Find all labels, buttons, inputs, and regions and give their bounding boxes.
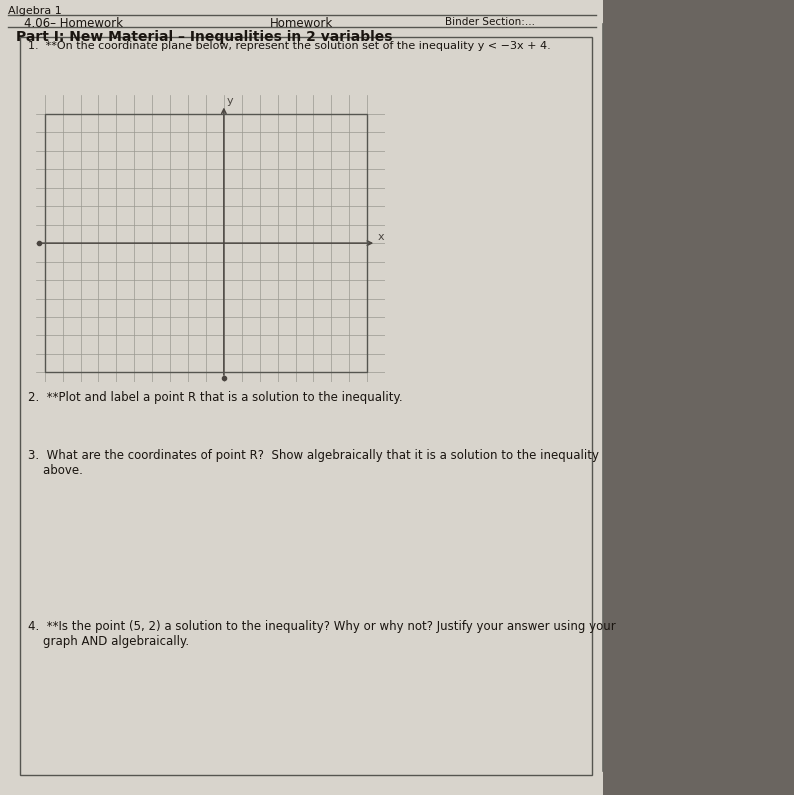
Text: x: x	[378, 232, 384, 242]
Text: 4.06– Homework: 4.06– Homework	[24, 17, 123, 30]
Text: y: y	[226, 95, 233, 106]
Text: 1.  **On the coordinate plane below, represent the solution set of the inequalit: 1. **On the coordinate plane below, repr…	[28, 41, 550, 52]
Text: 3.  What are the coordinates of point R?  Show algebraically that it is a soluti: 3. What are the coordinates of point R? …	[28, 449, 599, 477]
Text: Algebra 1: Algebra 1	[8, 6, 62, 16]
Text: 4.  **Is the point (5, 2) a solution to the inequality? Why or why not? Justify : 4. **Is the point (5, 2) a solution to t…	[28, 620, 615, 648]
Text: 2.  **Plot and label a point R that is a solution to the inequality.: 2. **Plot and label a point R that is a …	[28, 391, 403, 404]
Text: Binder Section:...: Binder Section:...	[445, 17, 534, 28]
Text: Homework: Homework	[270, 17, 333, 30]
Text: Part I: New Material – Inequalities in 2 variables: Part I: New Material – Inequalities in 2…	[16, 30, 392, 45]
